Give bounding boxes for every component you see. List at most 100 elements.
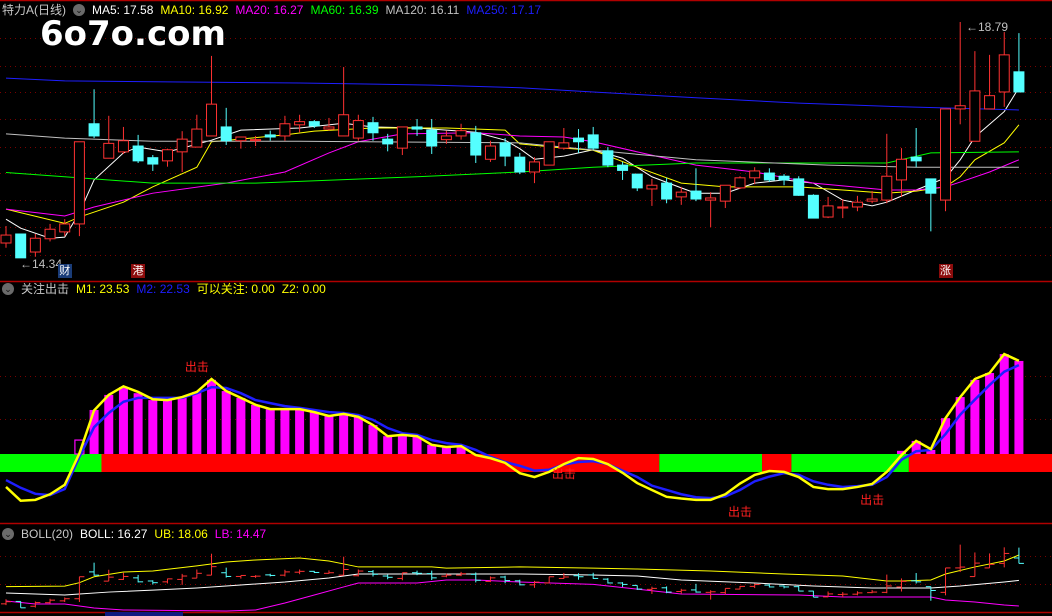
m1-line (5, 352, 1020, 502)
candle-body (763, 172, 775, 181)
ma60-value: MA60: 16.39 (310, 3, 379, 17)
indicator-bar (970, 379, 980, 454)
indicator-bar (148, 400, 158, 454)
candle-body (103, 142, 115, 159)
m1-value: M1: 23.53 (76, 282, 130, 296)
candle-body (1013, 71, 1025, 93)
ma10-line (5, 124, 1020, 224)
indicator-bar (177, 397, 187, 454)
candle-body (631, 173, 643, 189)
indicator-bar (309, 412, 319, 454)
candle-body (220, 126, 232, 142)
candle-body (294, 121, 306, 126)
candle-body (73, 141, 85, 225)
indicator-name[interactable]: 关注出击 (21, 282, 70, 296)
candle-body (15, 233, 27, 259)
boll-name[interactable]: BOLL(20) (21, 527, 74, 541)
m2-line (5, 363, 1020, 500)
candle-body (807, 194, 819, 219)
signal-zone-red (101, 454, 660, 472)
indicator-bar (911, 440, 921, 454)
indicator-bar (339, 413, 349, 454)
candle-body (749, 170, 761, 179)
candle-body (235, 136, 247, 142)
signal-zone-green (791, 454, 909, 472)
chevron-down-icon[interactable]: ⌄ (73, 4, 85, 16)
candle-body (543, 141, 555, 166)
ma120-value: MA120: 16.11 (385, 3, 460, 17)
candle-body (352, 120, 364, 139)
signal-label: 出击 (728, 505, 753, 519)
low-price-label: ←14.34 (20, 257, 63, 271)
candle-body (514, 156, 526, 173)
indicator-bar (236, 397, 246, 454)
indicator-bar (251, 404, 261, 454)
watch-value: 可以关注: 0.00 (196, 282, 275, 296)
indicator-header: ⌄ 关注出击 M1: 23.53 M2: 22.53 可以关注: 0.00 Z2… (2, 280, 326, 298)
event-tag-finance[interactable]: 财 (57, 264, 72, 278)
indicator-bar (207, 379, 217, 454)
candle-body (250, 139, 262, 142)
indicator-bar (412, 436, 422, 454)
ma20-value: MA20: 16.27 (235, 3, 304, 17)
indicator-bar (324, 415, 334, 454)
indicator-bar (383, 436, 393, 454)
candle-body (117, 140, 129, 153)
signal-zone-green (0, 454, 105, 472)
indicator-bar (896, 450, 906, 454)
candle-body (161, 149, 173, 162)
indicator-bar (104, 394, 114, 454)
signal-zone-red (908, 454, 1052, 472)
indicator-bar (1014, 360, 1024, 454)
indicator-bar (926, 449, 936, 454)
high-price-label: ←18.79 (966, 20, 1009, 34)
signal-label: 出击 (860, 493, 885, 507)
indicator-bar (192, 391, 202, 454)
candle-body (661, 182, 673, 200)
signal-label: 出击 (184, 360, 209, 374)
ma5-value: MA5: 17.58 (92, 3, 154, 17)
candle-body (176, 138, 188, 153)
candle-body (954, 105, 966, 110)
m2-value: M2: 22.53 (136, 282, 190, 296)
chevron-down-icon[interactable]: ⌄ (2, 528, 14, 540)
candle-body (499, 142, 511, 157)
candle-body (675, 191, 687, 198)
main-chart-header: 特力A(日线) ⌄ MA5: 17.58 MA10: 16.92 MA20: 1… (2, 1, 541, 19)
candle-body (646, 184, 658, 190)
candle-body (206, 103, 218, 137)
candle-body (705, 197, 717, 201)
candle-body (587, 134, 599, 149)
stock-title: 特力A(日线) (2, 3, 66, 17)
candle-body (558, 142, 570, 149)
candle-body (426, 129, 438, 147)
candle-body (0, 234, 12, 244)
candle-body (925, 178, 937, 194)
candle-body (470, 132, 482, 156)
candle-body (279, 123, 291, 137)
candle-body (690, 190, 702, 200)
event-tag-limit-up[interactable]: 涨 (938, 264, 953, 278)
indicator-bar (955, 397, 965, 454)
candle-body (895, 158, 907, 181)
boll-mid-line (5, 573, 1019, 596)
scrollbar[interactable] (105, 612, 183, 616)
candle-body (778, 175, 790, 181)
candle-body (793, 178, 805, 196)
candle-body (881, 175, 893, 201)
ma250-value: MA250: 17.17 (466, 3, 542, 17)
chevron-down-icon[interactable]: ⌄ (2, 283, 14, 295)
ma10-value: MA10: 16.92 (160, 3, 229, 17)
candle-body (851, 201, 863, 208)
boll-header: ⌄ BOLL(20) BOLL: 16.27 UB: 18.06 LB: 14.… (2, 525, 266, 543)
boll-ub-value: UB: 18.06 (154, 527, 208, 541)
candle-body (147, 157, 159, 165)
candle-body (59, 223, 71, 233)
event-tag-hk[interactable]: 港 (131, 264, 146, 278)
candle-body (191, 128, 203, 148)
indicator-bar (941, 418, 951, 454)
indicator-bar (985, 372, 995, 454)
candle-body (617, 164, 629, 171)
candle-body (866, 198, 878, 202)
